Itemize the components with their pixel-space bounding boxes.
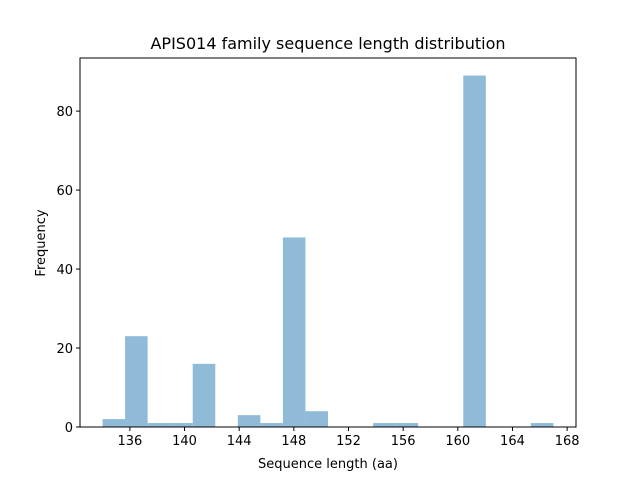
y-tick-label: 40 <box>56 263 73 278</box>
bar <box>102 419 126 427</box>
chart-title: APIS014 family sequence length distribut… <box>150 34 505 53</box>
x-axis-label: Sequence length (aa) <box>258 457 398 472</box>
bar <box>530 423 554 427</box>
bar <box>260 423 283 427</box>
y-tick-label: 0 <box>65 421 73 436</box>
plot-frame <box>79 57 577 428</box>
x-tick-label: 156 <box>391 434 416 449</box>
bar <box>147 423 171 427</box>
x-tick-label: 152 <box>336 434 361 449</box>
x-tick-label: 168 <box>555 434 580 449</box>
x-tick-label: 144 <box>227 434 252 449</box>
bar <box>192 363 216 427</box>
x-tick-label: 148 <box>281 434 306 449</box>
y-tick-label: 20 <box>56 342 73 357</box>
bar <box>125 336 148 427</box>
y-tick-label: 60 <box>56 184 73 199</box>
x-tick-label: 140 <box>172 434 197 449</box>
bar <box>282 237 306 427</box>
y-tick-label: 80 <box>56 105 73 120</box>
bar <box>305 411 328 427</box>
bar <box>373 423 396 427</box>
y-axis-label: Frequency <box>34 209 49 276</box>
bar <box>395 423 419 427</box>
bar <box>170 423 193 427</box>
bar <box>237 415 261 427</box>
bar <box>463 75 486 428</box>
x-tick-label: 136 <box>117 434 142 449</box>
x-tick-label: 164 <box>500 434 525 449</box>
x-tick-label: 160 <box>445 434 470 449</box>
